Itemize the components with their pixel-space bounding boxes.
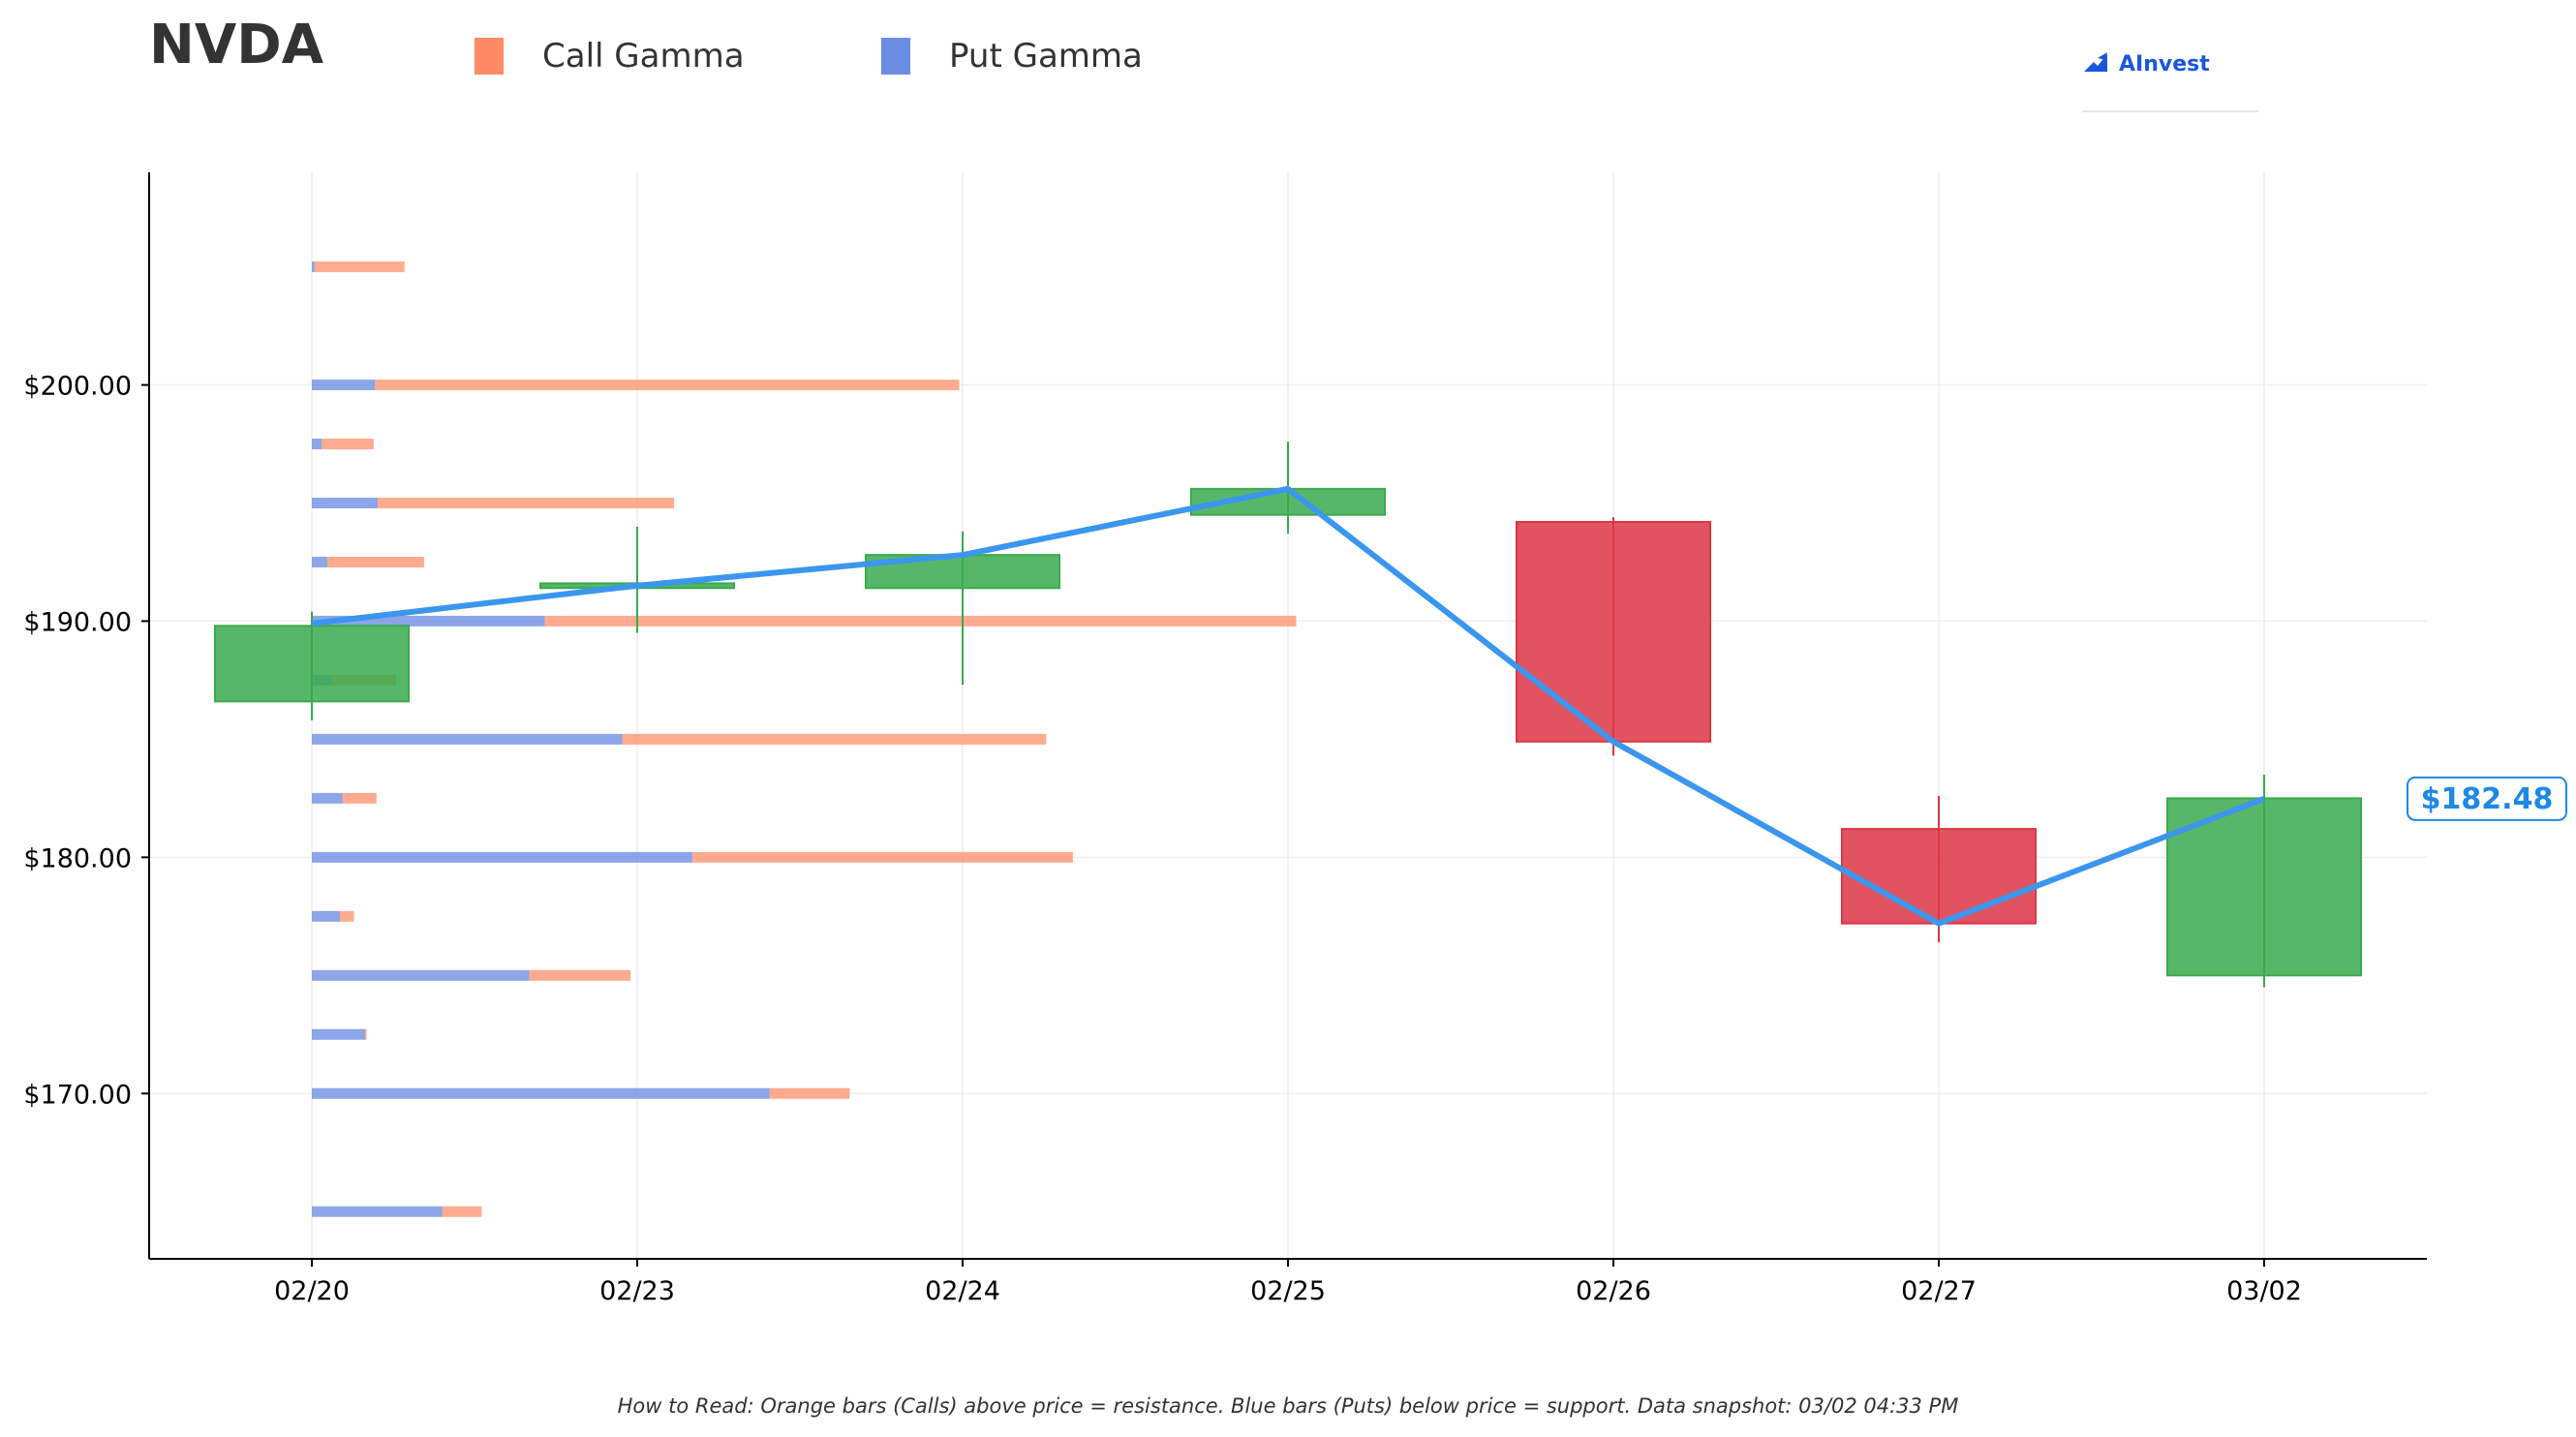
put-gamma-bar <box>312 380 376 391</box>
put-gamma-bar <box>312 910 340 922</box>
legend-call-gamma: Call Gamma <box>475 37 745 76</box>
put-gamma-bar <box>312 969 530 981</box>
call-gamma-label: Call Gamma <box>542 37 745 76</box>
logo-chart-icon <box>2084 52 2107 72</box>
logo-underline <box>2082 110 2258 112</box>
y-tick-label: $190.00 <box>23 607 132 637</box>
call-gamma-swatch <box>475 38 504 75</box>
put-gamma-label: Put Gamma <box>949 37 1143 76</box>
logo-text: AInvest <box>2119 52 2210 76</box>
put-gamma-bar <box>312 1087 770 1099</box>
x-tick-label: 02/23 <box>599 1276 675 1306</box>
put-gamma-bar <box>312 261 315 273</box>
call-gamma-bar <box>378 497 675 508</box>
x-tick-label: 02/24 <box>925 1276 1000 1306</box>
put-gamma-bar <box>312 497 379 508</box>
call-gamma-bar <box>769 1087 850 1099</box>
put-gamma-bar <box>312 1206 443 1217</box>
candle-body <box>1516 520 1711 743</box>
last-price-box <box>2407 776 2567 821</box>
call-gamma-bar <box>691 851 1073 863</box>
x-tick-label: 02/20 <box>274 1276 350 1306</box>
x-tick-label: 02/27 <box>1901 1276 1977 1306</box>
put-gamma-bar <box>312 1028 366 1040</box>
axes: $170.00 $180.00 $190.00 $200.00 02/20 02/23 02… <box>23 172 2427 1306</box>
call-gamma-bar <box>375 380 960 391</box>
call-gamma-bar <box>340 910 354 922</box>
put-gamma-bar <box>312 556 327 567</box>
put-gamma-bar <box>312 439 322 449</box>
x-tick-label: 02/25 <box>1250 1276 1326 1306</box>
y-tick-label: $200.00 <box>23 372 132 402</box>
candle-body <box>2166 797 2362 977</box>
call-gamma-bar <box>365 1028 367 1040</box>
last-price-label: $182.48 <box>2421 782 2554 816</box>
gamma-bars <box>312 261 1297 1217</box>
call-gamma-bar <box>529 969 631 981</box>
legend-put-gamma: Put Gamma <box>881 37 1143 76</box>
call-gamma-bar <box>622 733 1047 745</box>
candle-body <box>214 625 410 703</box>
candle-body <box>1841 828 2037 925</box>
put-gamma-bar <box>312 733 623 745</box>
ticker-title: NVDA <box>149 14 324 76</box>
price-line <box>311 485 2266 927</box>
x-tick-label: 03/02 <box>2226 1276 2302 1306</box>
chart-caption: How to Read: Orange bars (Calls) above p… <box>617 1394 1959 1418</box>
call-gamma-bar <box>442 1206 482 1217</box>
last-price-group: $182.48 <box>2407 776 2567 821</box>
price-line-group <box>311 485 2266 927</box>
put-gamma-bar <box>312 615 545 627</box>
x-tick-label: 02/26 <box>1576 1276 1651 1306</box>
call-gamma-bar <box>544 615 1297 627</box>
call-gamma-bar <box>314 261 405 273</box>
call-gamma-bar <box>322 439 374 449</box>
y-tick-label: $180.00 <box>23 843 132 873</box>
call-gamma-bar <box>342 792 377 804</box>
put-gamma-bar <box>312 851 692 863</box>
put-gamma-swatch <box>881 38 910 75</box>
y-tick-label: $170.00 <box>23 1080 132 1110</box>
call-gamma-bar <box>326 556 424 567</box>
ainvest-logo: AInvest <box>2082 39 2258 112</box>
put-gamma-bar <box>312 792 343 804</box>
candlesticks <box>214 442 2362 988</box>
